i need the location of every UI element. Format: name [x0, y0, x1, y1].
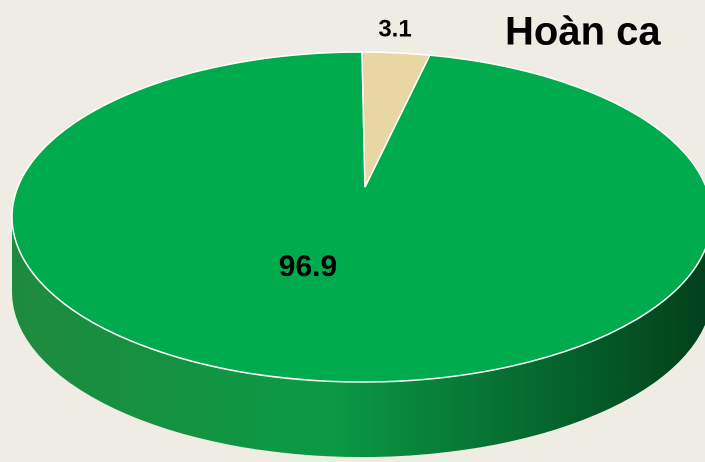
chart-title: Hoàn ca	[505, 10, 661, 54]
pie-side	[12, 217, 705, 457]
pie-slice	[11, 51, 705, 383]
data-label: 96.9	[279, 250, 337, 283]
pie	[11, 51, 705, 457]
data-label: 3.1	[378, 15, 411, 42]
pie-slice	[361, 51, 431, 188]
